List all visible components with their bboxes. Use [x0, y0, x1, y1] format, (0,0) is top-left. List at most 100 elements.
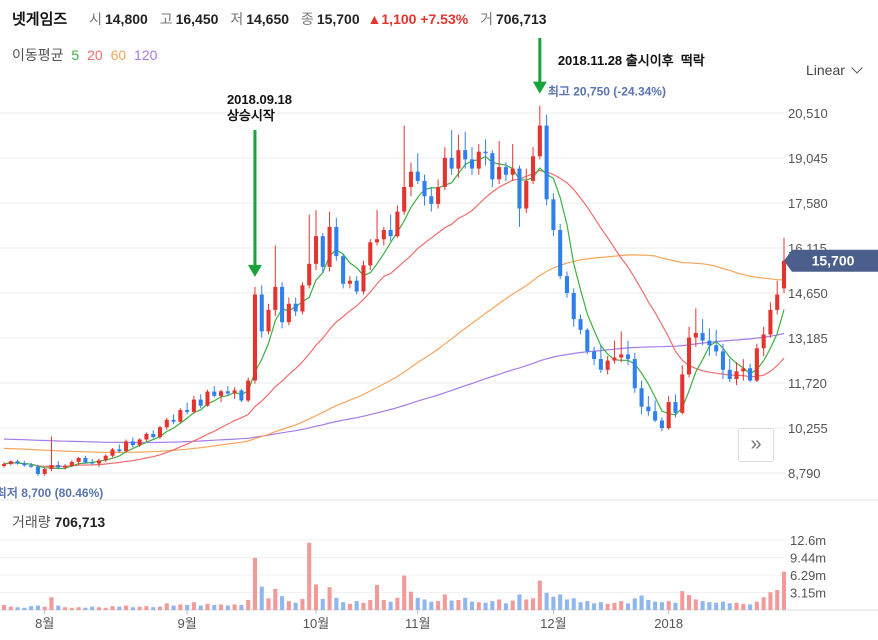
candle-body	[727, 369, 732, 380]
volume-bar	[259, 586, 264, 610]
volume-bar	[273, 588, 278, 610]
volume-bar	[707, 602, 712, 610]
candle-body	[537, 125, 542, 157]
candle-body	[415, 171, 420, 181]
volume-bar	[164, 603, 169, 610]
x-tick-label: 11월	[405, 616, 430, 631]
x-tick-label: 10월	[303, 616, 329, 631]
scale-select[interactable]: Linear	[806, 62, 863, 78]
candle-body	[687, 337, 692, 375]
volume-bar	[544, 592, 549, 610]
current-price-tag	[784, 249, 878, 272]
candle-body	[361, 265, 366, 292]
volume-bar	[334, 597, 339, 610]
candle-body	[144, 433, 149, 440]
volume-bar	[205, 603, 210, 610]
volume-bar	[612, 602, 617, 610]
ma-period-20[interactable]: 20	[87, 47, 103, 63]
candle-body	[761, 334, 766, 349]
volume-bar	[422, 599, 427, 610]
candle-body	[436, 187, 441, 204]
candle-body	[1, 464, 7, 466]
candle-body	[619, 354, 624, 358]
candle-body	[49, 465, 54, 470]
candle-body	[693, 332, 698, 338]
volume-bar	[124, 605, 129, 610]
candle-body	[741, 368, 746, 372]
candle-body	[327, 226, 332, 267]
candle-body	[483, 151, 488, 154]
volume-bar	[157, 606, 163, 610]
candle-body	[388, 230, 393, 237]
volume-bar	[137, 606, 142, 610]
volume-bar	[191, 602, 196, 610]
candle-body	[429, 196, 434, 204]
volume-bar	[537, 580, 542, 610]
candle-body	[22, 463, 27, 466]
candle-body	[178, 410, 183, 422]
volume-bar	[185, 605, 190, 610]
candle-body	[531, 156, 536, 181]
candle-body	[35, 466, 40, 474]
candle-body	[408, 171, 413, 188]
candle-body	[639, 388, 644, 407]
candle-body	[598, 359, 603, 370]
price-tick-label: 8,790	[788, 466, 821, 481]
volume-bar	[666, 601, 671, 610]
candle-body	[191, 399, 196, 412]
price-tick-label: 10,255	[788, 421, 828, 436]
candle-body	[442, 157, 447, 188]
volume-bar	[388, 601, 393, 610]
candle-body	[219, 391, 224, 396]
volume-tick-label: 6.29m	[790, 568, 826, 583]
candle-body	[259, 294, 264, 332]
candle-body	[8, 461, 13, 465]
annotation-label: 2018.09.18 상승시작	[226, 92, 293, 123]
volume-bar	[476, 602, 481, 610]
volume-bar	[110, 606, 115, 610]
volume-panel-label: 거래량	[12, 514, 51, 530]
volume-bar	[341, 602, 346, 610]
volume-bar	[659, 602, 664, 610]
ma-period-120[interactable]: 120	[134, 47, 158, 63]
candle-body	[239, 390, 244, 401]
candle-body	[517, 168, 522, 209]
volume-bar	[564, 599, 569, 610]
candle-body	[463, 150, 468, 160]
candle-body	[510, 168, 515, 175]
candle-body	[286, 303, 291, 323]
volume-bar	[768, 592, 773, 610]
candle-body	[198, 399, 203, 406]
candle-body	[558, 230, 563, 277]
annotation-arrow-head	[247, 264, 262, 277]
candle-body	[273, 286, 278, 310]
candle-body	[354, 280, 359, 292]
expand-chart-button[interactable]: »	[738, 428, 774, 462]
volume-bar	[449, 600, 454, 610]
candle-body	[592, 351, 597, 360]
volume-bar	[510, 600, 515, 610]
ma-period-60[interactable]: 60	[110, 47, 127, 63]
volume-panel-value: 706,713	[54, 514, 106, 530]
candle-body	[185, 410, 190, 412]
candle-body	[476, 151, 481, 169]
volume-bar	[402, 575, 407, 610]
x-tick-label: 12월	[540, 616, 566, 631]
candle-body	[307, 263, 312, 286]
volume-bar	[307, 542, 312, 610]
volume-bar	[239, 605, 244, 610]
volume-bar	[130, 607, 135, 610]
candle-body	[381, 230, 386, 240]
volume-bar	[354, 601, 359, 610]
candle-body	[266, 309, 271, 332]
volume-bar	[585, 601, 590, 610]
candle-body	[76, 457, 81, 462]
volume-bar	[69, 607, 74, 610]
volume-bar	[592, 603, 597, 610]
stock-header: 넷게임즈 시 14,800 고 16,450 저 14,650 종 15,700 ▲1,…	[12, 8, 547, 29]
candle-body	[42, 469, 47, 474]
ma-period-5[interactable]: 5	[71, 47, 80, 63]
candle-body	[673, 402, 678, 413]
volume-bar	[198, 605, 203, 610]
